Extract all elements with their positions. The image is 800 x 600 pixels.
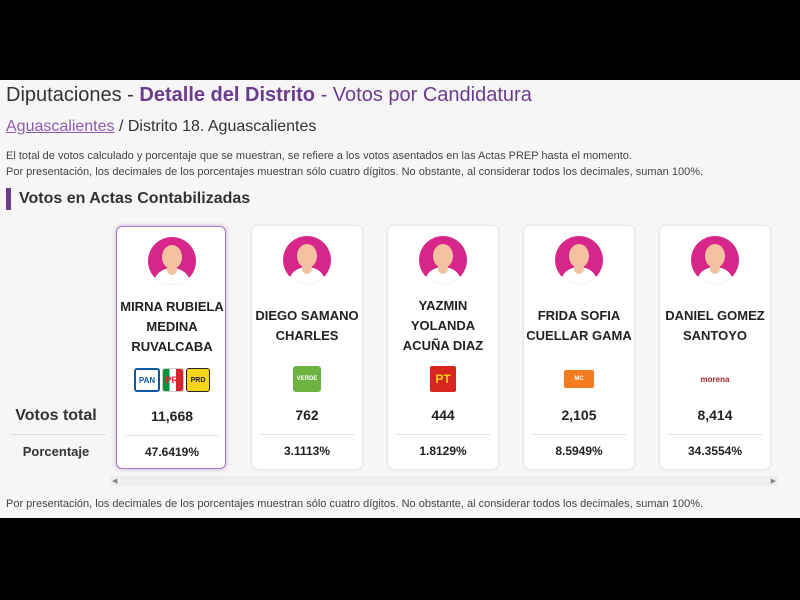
scroll-right-arrow-icon[interactable]: ▶ (770, 478, 776, 485)
page-title: Diputaciones - Detalle del Distrito - Vo… (6, 84, 532, 107)
candidate-avatar-icon (419, 236, 467, 284)
title-prefix: Diputaciones - (6, 84, 140, 106)
candidate-avatar-icon (148, 237, 196, 285)
card-divider (668, 434, 762, 435)
card-divider (125, 435, 219, 436)
row-label-votes: Votos total (15, 407, 97, 424)
candidate-name-line: DIEGO SAMANO (255, 308, 359, 323)
candidate-avatar-icon (691, 236, 739, 284)
party-logos: VERDE (252, 366, 362, 392)
candidate-percent: 1.8129% (419, 444, 467, 458)
row-label-percent: Porcentaje (22, 444, 90, 459)
breadcrumb: Aguascalientes / Distrito 18. Aguascalie… (6, 118, 316, 136)
breadcrumb-current: / Distrito 18. Aguascalientes (114, 118, 317, 135)
candidate-name-line: YOLANDA (410, 318, 476, 333)
card-divider (396, 434, 490, 435)
party-logo-pri-icon: PRI (162, 368, 184, 392)
candidate-name-line: CHARLES (275, 328, 339, 343)
scroll-left-arrow-icon[interactable]: ◀ (112, 478, 118, 485)
party-logo-morena-icon: morena (700, 374, 730, 384)
candidate-votes: 444 (431, 407, 455, 423)
candidate-name-line: DANIEL GOMEZ (665, 308, 765, 323)
party-logo-prd-icon: PRD (186, 368, 210, 392)
info-note-line2: Por presentación, los decimales de los p… (6, 166, 704, 178)
candidate-name-line: CUELLAR GAMA (526, 328, 632, 343)
candidate-percent: 3.1113% (283, 444, 331, 458)
candidate-votes: 11,668 (150, 408, 194, 424)
candidate-votes: 2,105 (561, 407, 597, 423)
party-logos: PAN PRI PRD (117, 367, 227, 393)
candidate-votes: 762 (295, 407, 319, 423)
card-divider (532, 434, 626, 435)
candidate-card[interactable]: DIEGO SAMANO CHARLES VERDE 762 3.1113% (252, 226, 362, 469)
section-title: Votos en Actas Contabilizadas (6, 188, 250, 210)
party-logo-verde-icon: VERDE (293, 366, 321, 392)
info-note-line1: El total de votos calculado y porcentaje… (6, 150, 632, 162)
footer-note: Por presentación, los decimales de los p… (6, 498, 704, 510)
candidate-card[interactable]: YAZMIN YOLANDA ACUÑA DIAZ PT 444 1.8129% (388, 226, 498, 469)
candidate-card[interactable]: FRIDA SOFIA CUELLAR GAMA MC 2,105 8.5949% (524, 226, 634, 469)
candidate-card[interactable]: MIRNA RUBIELA MEDINA RUVALCABA PAN PRI PRD 11,… (116, 226, 226, 469)
party-logo-pan-icon: PAN (134, 368, 160, 392)
candidate-avatar-icon (283, 236, 331, 284)
candidate-percent: 8.5949% (555, 444, 603, 458)
candidate-avatar-icon (555, 236, 603, 284)
horizontal-scrollbar[interactable]: ◀ ▶ (110, 476, 778, 486)
info-note: El total de votos calculado y porcentaje… (6, 148, 703, 180)
candidate-name-line: MEDINA (146, 319, 198, 334)
page: Diputaciones - Detalle del Distrito - Vo… (0, 80, 800, 518)
title-bold: Detalle del Distrito (139, 84, 316, 106)
candidate-card[interactable]: DANIEL GOMEZ SANTOYO morena 8,414 34.3554% (660, 226, 770, 469)
candidate-name-line: RUVALCABA (131, 339, 213, 354)
candidate-name-line: MIRNA RUBIELA (120, 299, 224, 314)
candidate-name-line: SANTOYO (682, 328, 748, 343)
candidate-percent: 47.6419% (144, 445, 200, 459)
candidate-percent: 34.3554% (687, 444, 743, 458)
title-suffix: - Votos por Candidatura (315, 84, 532, 106)
party-logo-mc-icon: MC (564, 370, 594, 388)
candidate-name-line: ACUÑA DIAZ (402, 338, 484, 353)
party-logos: MC (524, 366, 634, 392)
candidate-name-line: YAZMIN (418, 298, 468, 313)
party-logos: morena (660, 366, 770, 392)
candidate-name-line: FRIDA SOFIA (537, 308, 621, 323)
candidate-votes: 8,414 (697, 407, 733, 423)
party-logo-pt-icon: PT (430, 366, 456, 392)
breadcrumb-link-state[interactable]: Aguascalientes (6, 118, 115, 135)
row-divider (10, 434, 106, 435)
party-logos: PT (388, 366, 498, 392)
card-divider (260, 434, 354, 435)
